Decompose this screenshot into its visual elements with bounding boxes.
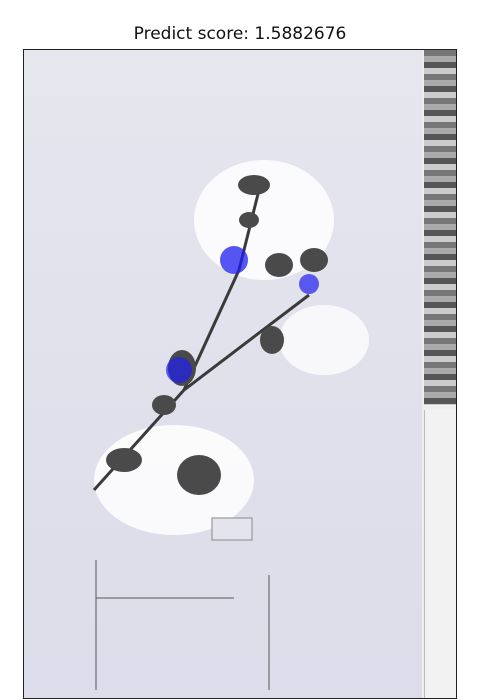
high-attention-hotspot: [220, 246, 248, 274]
color-calibration-chart: [424, 50, 456, 405]
high-attention-hotspot: [299, 274, 319, 294]
plant-specimen: [92, 189, 310, 492]
specimen-label: [211, 517, 253, 541]
saliency-image-frame: [23, 49, 457, 699]
herbarium-sheet: [24, 50, 422, 698]
high-attention-hotspot: [166, 357, 192, 383]
saliency-overlay: [92, 160, 369, 690]
predict-score-title: Predict score: 1.5882676: [133, 24, 347, 44]
low-attention-region: [279, 305, 369, 375]
herbarium-form-lines: [95, 560, 270, 690]
scale-ruler: [424, 410, 456, 698]
